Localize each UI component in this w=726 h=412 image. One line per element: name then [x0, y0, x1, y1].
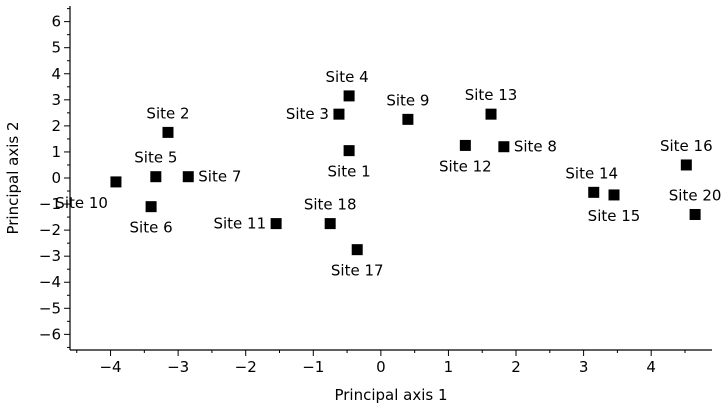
site-9-label: Site 9 — [386, 91, 429, 109]
site-7-label: Site 7 — [198, 168, 241, 186]
site-10-label: Site 10 — [55, 194, 108, 212]
y-tick-label: −1 — [39, 195, 61, 213]
y-tick-label: −4 — [39, 273, 61, 291]
y-tick-label: 6 — [51, 13, 61, 31]
y-tick-label: 1 — [51, 143, 61, 161]
site-18-label: Site 18 — [304, 196, 357, 214]
site-18-marker — [324, 218, 336, 230]
site-15-label: Site 15 — [588, 207, 641, 225]
site-8-marker — [498, 141, 510, 153]
x-tick-label: −3 — [167, 358, 189, 376]
site-12-label: Site 12 — [439, 157, 492, 175]
x-tick-label: 1 — [444, 358, 454, 376]
point-labels: Site 1 Site 2 Site 3 Site 4 Site 5 Site 6 Site… — [55, 68, 721, 280]
site-17-label: Site 17 — [331, 262, 384, 280]
site-9-marker — [402, 113, 414, 125]
site-20-label: Site 20 — [669, 186, 722, 204]
site-2-label: Site 2 — [146, 104, 189, 122]
x-axis-title: Principal axis 1 — [334, 386, 447, 404]
site-16-label: Site 16 — [660, 137, 713, 155]
data-points — [110, 90, 701, 256]
x-tick-label: −1 — [302, 358, 324, 376]
site-3-label: Site 3 — [286, 105, 329, 123]
site-5-label: Site 5 — [134, 149, 177, 167]
x-tick-label: 3 — [579, 358, 589, 376]
y-tick-label: 2 — [51, 117, 61, 135]
site-4-marker — [343, 90, 355, 102]
site-6-marker — [145, 201, 157, 213]
x-tick-label: −4 — [99, 358, 121, 376]
x-tick-label: 0 — [376, 358, 386, 376]
y-tick-label: −5 — [39, 299, 61, 317]
y-tick-label: −6 — [39, 325, 61, 343]
site-16-marker — [680, 159, 692, 171]
site-20-marker — [689, 208, 701, 220]
axes: −4 −3 −2 −1 0 1 2 3 4 −6 −5 −4 −3 −2 −1 0 1 2 3 4 5 6 — [39, 6, 712, 376]
x-tick-label: 4 — [646, 358, 656, 376]
site-11-marker — [270, 218, 282, 230]
site-1-marker — [343, 145, 355, 157]
y-tick-label: 4 — [51, 65, 61, 83]
site-8-label: Site 8 — [514, 138, 557, 156]
site-14-label: Site 14 — [565, 164, 618, 182]
y-tick-label: −3 — [39, 247, 61, 265]
site-4-label: Site 4 — [326, 68, 369, 86]
site-11-label: Site 11 — [213, 215, 266, 233]
site-15-marker — [608, 189, 620, 201]
site-1-label: Site 1 — [328, 163, 371, 181]
site-6-label: Site 6 — [130, 219, 173, 237]
site-17-marker — [351, 244, 363, 256]
y-tick-label: 5 — [51, 39, 61, 57]
y-tick-label: 0 — [51, 169, 61, 187]
y-tick-label: 3 — [51, 91, 61, 109]
site-10-marker — [110, 176, 122, 188]
y-axis-title: Principal axis 2 — [4, 121, 22, 234]
site-13-label: Site 13 — [465, 86, 518, 104]
site-7-marker — [182, 171, 194, 183]
site-2-marker — [162, 126, 174, 138]
site-5-marker — [150, 171, 162, 183]
site-14-marker — [588, 186, 600, 198]
x-tick-label: −2 — [235, 358, 257, 376]
y-tick-label: −2 — [39, 221, 61, 239]
site-12-marker — [459, 139, 471, 151]
x-tick-label: 2 — [511, 358, 521, 376]
site-3-marker — [333, 108, 345, 120]
site-13-marker — [485, 108, 497, 120]
